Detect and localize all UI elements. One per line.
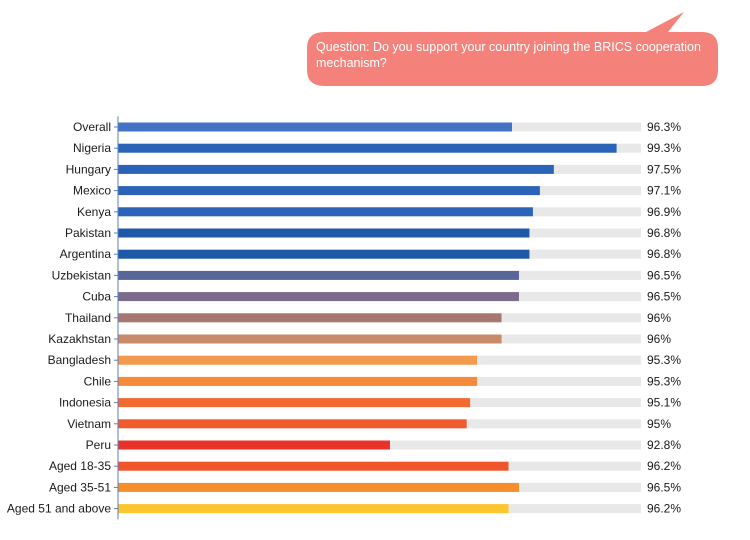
- bar: [118, 376, 478, 386]
- category-label: Uzbekistan: [52, 268, 111, 282]
- value-label: 96%: [647, 332, 671, 346]
- bar: [118, 186, 540, 196]
- value-label: 96.8%: [647, 247, 681, 261]
- category-label: Overall: [73, 120, 111, 134]
- value-label: 97.1%: [647, 184, 681, 198]
- bar: [118, 461, 509, 471]
- bar: [118, 355, 478, 365]
- category-label: Chile: [84, 374, 112, 388]
- category-label: Thailand: [65, 311, 111, 325]
- bar: [118, 313, 502, 323]
- category-label: Argentina: [60, 247, 112, 261]
- category-label: Cuba: [82, 290, 111, 304]
- bar: [118, 249, 530, 259]
- question-text: Question: Do you support your country jo…: [316, 40, 701, 70]
- value-label: 96.5%: [647, 290, 681, 304]
- value-label: 96.3%: [647, 120, 681, 134]
- bar: [118, 482, 519, 492]
- speech-bubble-shape: [307, 12, 718, 86]
- category-label: Aged 35-51: [49, 480, 111, 494]
- value-label: 96.9%: [647, 205, 681, 219]
- category-label: Pakistan: [65, 226, 111, 240]
- value-label: 96.2%: [647, 459, 681, 473]
- question-bubble: [307, 12, 718, 86]
- bar: [118, 419, 467, 429]
- value-label: 95.1%: [647, 396, 681, 410]
- value-label: 95%: [647, 417, 671, 431]
- value-label: 96.2%: [647, 502, 681, 516]
- bar: [118, 270, 519, 280]
- category-label: Nigeria: [73, 141, 111, 155]
- category-label: Hungary: [66, 162, 111, 176]
- value-label: 96.5%: [647, 480, 681, 494]
- category-label: Mexico: [73, 184, 111, 198]
- category-label: Vietnam: [67, 417, 111, 431]
- value-label: 96.8%: [647, 226, 681, 240]
- bar: [118, 292, 519, 302]
- category-label: Aged 18-35: [49, 459, 111, 473]
- category-label: Kenya: [77, 205, 111, 219]
- bar: [118, 440, 390, 450]
- category-label: Indonesia: [59, 396, 111, 410]
- bar: [118, 143, 617, 153]
- value-label: 96.5%: [647, 268, 681, 282]
- bar: [118, 398, 471, 408]
- value-label: 92.8%: [647, 438, 681, 452]
- category-label: Aged 51 and above: [7, 502, 111, 516]
- bar: [118, 122, 512, 132]
- category-label: Kazakhstan: [48, 332, 111, 346]
- bar: [118, 504, 509, 514]
- category-label: Peru: [86, 438, 111, 452]
- bar: [118, 334, 502, 344]
- value-label: 97.5%: [647, 162, 681, 176]
- value-label: 99.3%: [647, 141, 681, 155]
- category-label: Bangladesh: [48, 353, 111, 367]
- value-label: 96%: [647, 311, 671, 325]
- value-label: 95.3%: [647, 353, 681, 367]
- bar: [118, 164, 554, 174]
- value-label: 95.3%: [647, 374, 681, 388]
- bar: [118, 228, 530, 238]
- bar: [118, 207, 533, 217]
